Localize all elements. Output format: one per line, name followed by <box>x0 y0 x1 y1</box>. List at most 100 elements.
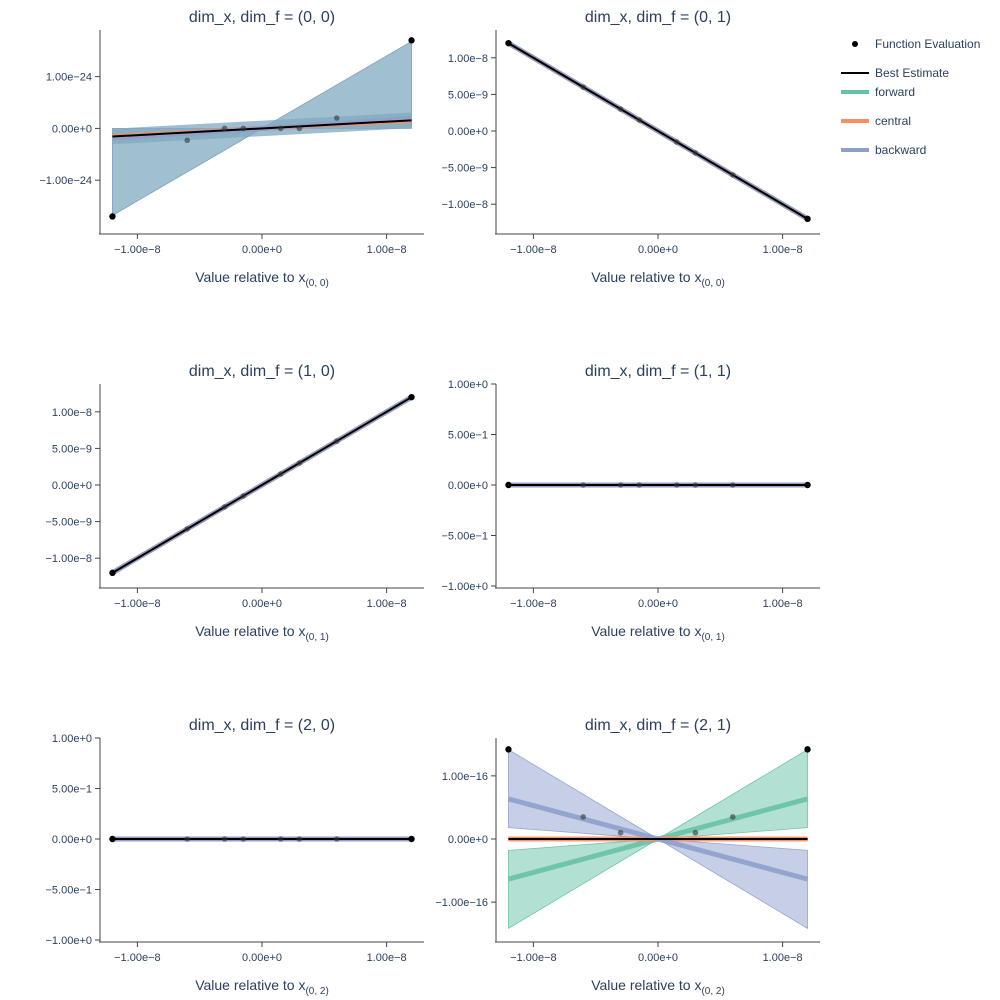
x-axis-label: Value relative to x(0, 0) <box>591 269 725 289</box>
function-evaluation-point <box>617 829 624 836</box>
legend-label: Best Estimate <box>875 66 949 80</box>
x-tick-label: 0.00e+0 <box>638 952 678 964</box>
function-evaluation-point <box>692 150 699 156</box>
function-evaluation-point <box>333 115 340 121</box>
function-evaluation-point <box>636 482 643 488</box>
function-evaluation-point <box>692 482 699 488</box>
function-evaluation-point <box>184 137 191 144</box>
y-tick-label: 0.00e+0 <box>448 480 488 492</box>
x-axis-label: Value relative to x(0, 2) <box>591 977 725 997</box>
function-evaluation-point <box>277 836 284 842</box>
function-evaluation-point <box>221 125 228 132</box>
function-evaluation-point <box>240 493 247 499</box>
function-evaluation-point <box>505 481 512 489</box>
panel-title: dim_x, dim_f = (1, 0) <box>189 363 335 380</box>
y-tick-label: −5.00e−9 <box>442 163 489 175</box>
y-tick-label: 0.00e+0 <box>52 123 92 135</box>
x-axis-label-subscript: (0, 0) <box>305 278 328 289</box>
x-axis-label-main: Value relative to x <box>195 269 305 285</box>
panel-0: 1.00e−24 0.00e+0 −1.00e−24 −1.00e−8 0.00e+0 1… <box>39 9 424 289</box>
function-evaluation-point <box>240 836 247 842</box>
x-tick-label: 0.00e+0 <box>242 598 282 610</box>
function-evaluation-point <box>296 836 303 842</box>
panel-title: dim_x, dim_f = (2, 1) <box>585 717 731 734</box>
y-tick-label: 1.00e−8 <box>448 53 488 65</box>
legend-label: Function Evaluation <box>875 37 980 51</box>
panel-title: dim_x, dim_f = (0, 1) <box>585 9 731 26</box>
function-evaluation-point <box>333 836 340 842</box>
function-evaluation-point <box>636 117 643 123</box>
function-evaluation-point <box>240 125 247 132</box>
x-tick-label: 1.00e−8 <box>763 598 803 610</box>
x-tick-label: 1.00e−8 <box>367 244 407 256</box>
y-tick-label: 5.00e−1 <box>448 430 488 442</box>
legend-item-backward[interactable]: backward <box>841 143 926 157</box>
plot-area <box>507 748 809 930</box>
x-tick-label: −1.00e−8 <box>114 598 161 610</box>
x-tick-label: −1.00e−8 <box>510 952 557 964</box>
x-axis-label-subscript: (0, 2) <box>701 986 724 997</box>
y-tick-label: −5.00e−1 <box>442 531 489 543</box>
y-tick-label: 5.00e−1 <box>52 784 92 796</box>
panel-title: dim_x, dim_f = (2, 0) <box>189 717 335 734</box>
y-tick-label: 5.00e−9 <box>448 89 488 101</box>
y-tick-label: 0.00e+0 <box>52 480 92 492</box>
legend-item-central[interactable]: central <box>841 114 911 128</box>
legend-item-forward[interactable]: forward <box>841 85 915 99</box>
x-tick-label: 0.00e+0 <box>638 598 678 610</box>
legend-label: backward <box>875 143 926 157</box>
legend-label: central <box>875 114 911 128</box>
function-evaluation-point <box>692 829 699 836</box>
best-estimate-line <box>112 119 412 138</box>
plot-area <box>111 395 413 575</box>
x-axis-label-subscript: (0, 1) <box>305 632 328 643</box>
legend: Function Evaluation Best Estimate forward c… <box>841 37 980 157</box>
function-evaluation-marker-icon <box>852 41 858 47</box>
function-evaluation-point <box>804 746 811 753</box>
x-axis-label: Value relative to x(0, 2) <box>195 977 329 997</box>
x-tick-label: 0.00e+0 <box>242 952 282 964</box>
function-evaluation-point <box>184 526 191 532</box>
function-evaluation-point <box>729 172 736 178</box>
function-evaluation-point <box>580 84 587 90</box>
function-evaluation-point <box>673 139 680 145</box>
y-tick-label: −5.00e−9 <box>46 517 93 529</box>
function-evaluation-point <box>408 393 415 401</box>
function-evaluation-point <box>617 106 624 112</box>
y-tick-label: −1.00e−16 <box>435 897 488 909</box>
function-evaluation-point <box>408 37 415 44</box>
y-tick-label: −5.00e−1 <box>46 885 93 897</box>
function-evaluation-point <box>109 569 116 577</box>
function-evaluation-point <box>221 836 228 842</box>
x-axis-label-main: Value relative to x <box>195 977 305 993</box>
function-evaluation-point <box>505 39 512 47</box>
y-tick-label: −1.00e+0 <box>442 581 489 593</box>
panel-title: dim_x, dim_f = (0, 0) <box>189 9 335 26</box>
x-tick-label: 1.00e−8 <box>367 598 407 610</box>
x-tick-label: −1.00e−8 <box>510 244 557 256</box>
function-evaluation-point <box>184 836 191 842</box>
y-tick-label: −1.00e−8 <box>46 553 93 565</box>
y-tick-label: −1.00e−24 <box>39 175 92 187</box>
function-evaluation-point <box>580 814 587 820</box>
x-axis-label-main: Value relative to x <box>591 977 701 993</box>
x-axis-label-main: Value relative to x <box>195 623 305 639</box>
x-tick-label: 0.00e+0 <box>242 244 282 256</box>
function-evaluation-point <box>296 460 303 466</box>
x-axis-label: Value relative to x(0, 0) <box>195 269 329 289</box>
x-tick-label: 1.00e−8 <box>763 244 803 256</box>
x-axis-label: Value relative to x(0, 1) <box>195 623 329 643</box>
x-tick-label: −1.00e−8 <box>510 598 557 610</box>
y-tick-label: 0.00e+0 <box>448 834 488 846</box>
legend-item-best-estimate[interactable]: Best Estimate <box>841 66 949 80</box>
panel-title: dim_x, dim_f = (1, 1) <box>585 363 731 380</box>
plot-area <box>112 40 412 217</box>
function-evaluation-point <box>804 215 811 223</box>
function-evaluation-point <box>109 213 116 220</box>
function-evaluation-point <box>673 482 680 488</box>
x-tick-label: −1.00e−8 <box>114 244 161 256</box>
legend-item-function-evaluation[interactable]: Function Evaluation <box>852 37 980 51</box>
y-tick-label: 5.00e−9 <box>52 443 92 455</box>
x-axis-label-main: Value relative to x <box>591 269 701 285</box>
